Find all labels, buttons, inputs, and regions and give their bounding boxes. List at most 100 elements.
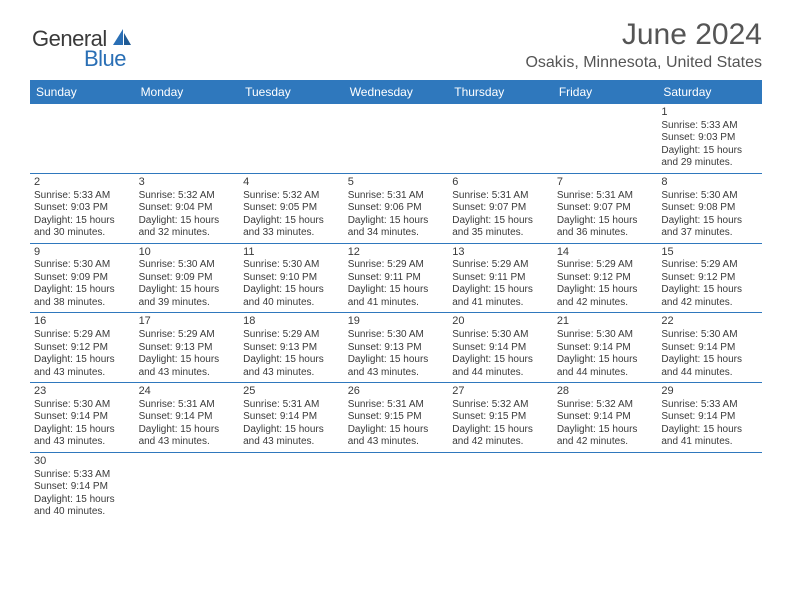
day-info-line: Daylight: 15 hours [139, 284, 236, 297]
calendar-cell: 29Sunrise: 5:33 AMSunset: 9:14 PMDayligh… [657, 383, 762, 453]
day-info-line: Daylight: 15 hours [34, 284, 131, 297]
day-number: 30 [34, 455, 131, 469]
day-info-line: Sunrise: 5:30 AM [243, 259, 340, 272]
day-info-line: Sunset: 9:10 PM [243, 272, 340, 285]
calendar-cell-empty [657, 452, 762, 521]
day-number: 12 [348, 246, 445, 260]
day-info-line: and 38 minutes. [34, 297, 131, 310]
day-info-line: and 32 minutes. [139, 227, 236, 240]
logo-text-blue: Blue [84, 46, 126, 71]
day-info-line: Sunrise: 5:30 AM [557, 329, 654, 342]
day-info-line: and 36 minutes. [557, 227, 654, 240]
day-info-line: Sunset: 9:14 PM [139, 411, 236, 424]
dayhead-tue: Tuesday [239, 80, 344, 104]
day-number: 9 [34, 246, 131, 260]
day-info-line: Sunset: 9:09 PM [34, 272, 131, 285]
calendar-cell-empty [135, 452, 240, 521]
month-title: June 2024 [525, 18, 762, 52]
calendar-cell: 10Sunrise: 5:30 AMSunset: 9:09 PMDayligh… [135, 243, 240, 313]
day-number: 11 [243, 246, 340, 260]
day-info-line: Daylight: 15 hours [557, 284, 654, 297]
calendar-cell-empty [553, 104, 658, 173]
day-info-line: Sunrise: 5:33 AM [661, 399, 758, 412]
day-info-line: Daylight: 15 hours [452, 354, 549, 367]
day-info-line: Sunset: 9:14 PM [661, 411, 758, 424]
day-info-line: Sunrise: 5:32 AM [243, 190, 340, 203]
calendar-table: Sunday Monday Tuesday Wednesday Thursday… [30, 80, 762, 522]
calendar-cell: 15Sunrise: 5:29 AMSunset: 9:12 PMDayligh… [657, 243, 762, 313]
day-info-line: Sunset: 9:06 PM [348, 202, 445, 215]
day-info-line: Sunrise: 5:30 AM [661, 190, 758, 203]
day-info-line: Sunrise: 5:29 AM [348, 259, 445, 272]
day-info-line: and 39 minutes. [139, 297, 236, 310]
day-info-line: Sunset: 9:07 PM [557, 202, 654, 215]
calendar-cell: 25Sunrise: 5:31 AMSunset: 9:14 PMDayligh… [239, 383, 344, 453]
calendar-cell: 9Sunrise: 5:30 AMSunset: 9:09 PMDaylight… [30, 243, 135, 313]
calendar-row: 30Sunrise: 5:33 AMSunset: 9:14 PMDayligh… [30, 452, 762, 521]
day-info-line: Sunrise: 5:29 AM [661, 259, 758, 272]
day-info-line: Sunset: 9:09 PM [139, 272, 236, 285]
day-info-line: Sunrise: 5:30 AM [139, 259, 236, 272]
day-info-line: Sunrise: 5:31 AM [139, 399, 236, 412]
day-number: 1 [661, 106, 758, 120]
day-info-line: and 44 minutes. [557, 367, 654, 380]
day-info-line: Daylight: 15 hours [34, 494, 131, 507]
day-info-line: Sunset: 9:14 PM [34, 481, 131, 494]
day-info-line: Sunset: 9:03 PM [34, 202, 131, 215]
day-info-line: and 29 minutes. [661, 157, 758, 170]
calendar-body: 1Sunrise: 5:33 AMSunset: 9:03 PMDaylight… [30, 104, 762, 522]
day-number: 22 [661, 315, 758, 329]
day-number: 28 [557, 385, 654, 399]
day-number: 13 [452, 246, 549, 260]
day-info-line: Sunset: 9:15 PM [452, 411, 549, 424]
day-info-line: Daylight: 15 hours [661, 145, 758, 158]
day-info-line: Sunset: 9:12 PM [557, 272, 654, 285]
day-info-line: Sunset: 9:14 PM [661, 342, 758, 355]
calendar-cell: 21Sunrise: 5:30 AMSunset: 9:14 PMDayligh… [553, 313, 658, 383]
day-info-line: Daylight: 15 hours [243, 354, 340, 367]
day-number: 29 [661, 385, 758, 399]
day-info-line: Sunrise: 5:29 AM [452, 259, 549, 272]
day-info-line: Daylight: 15 hours [452, 284, 549, 297]
day-info-line: Sunset: 9:12 PM [661, 272, 758, 285]
day-info-line: Daylight: 15 hours [661, 284, 758, 297]
day-info-line: Sunset: 9:14 PM [557, 411, 654, 424]
day-info-line: and 37 minutes. [661, 227, 758, 240]
day-number: 24 [139, 385, 236, 399]
day-number: 8 [661, 176, 758, 190]
day-info-line: Sunrise: 5:31 AM [243, 399, 340, 412]
day-info-line: Sunrise: 5:32 AM [452, 399, 549, 412]
calendar-cell: 22Sunrise: 5:30 AMSunset: 9:14 PMDayligh… [657, 313, 762, 383]
day-info-line: Daylight: 15 hours [139, 354, 236, 367]
calendar-cell: 26Sunrise: 5:31 AMSunset: 9:15 PMDayligh… [344, 383, 449, 453]
logo-subtext-wrap: Blue [84, 46, 126, 72]
dayhead-sun: Sunday [30, 80, 135, 104]
day-info-line: Daylight: 15 hours [34, 424, 131, 437]
day-info-line: Daylight: 15 hours [34, 215, 131, 228]
day-number: 10 [139, 246, 236, 260]
day-info-line: Sunset: 9:14 PM [452, 342, 549, 355]
day-info-line: Sunrise: 5:31 AM [348, 190, 445, 203]
day-info-line: and 43 minutes. [34, 436, 131, 449]
calendar-row: 16Sunrise: 5:29 AMSunset: 9:12 PMDayligh… [30, 313, 762, 383]
day-info-line: Sunset: 9:03 PM [661, 132, 758, 145]
day-info-line: Sunset: 9:08 PM [661, 202, 758, 215]
day-info-line: Sunrise: 5:33 AM [34, 469, 131, 482]
day-number: 23 [34, 385, 131, 399]
day-info-line: Daylight: 15 hours [348, 354, 445, 367]
day-info-line: Daylight: 15 hours [348, 424, 445, 437]
day-info-line: Sunrise: 5:29 AM [557, 259, 654, 272]
calendar-cell-empty [30, 104, 135, 173]
day-info-line: and 43 minutes. [348, 367, 445, 380]
day-info-line: and 41 minutes. [661, 436, 758, 449]
day-info-line: Sunrise: 5:30 AM [34, 399, 131, 412]
calendar-cell: 24Sunrise: 5:31 AMSunset: 9:14 PMDayligh… [135, 383, 240, 453]
calendar-row: 2Sunrise: 5:33 AMSunset: 9:03 PMDaylight… [30, 173, 762, 243]
calendar-cell-empty [553, 452, 658, 521]
day-info-line: Sunset: 9:04 PM [139, 202, 236, 215]
day-info-line: Daylight: 15 hours [661, 354, 758, 367]
day-info-line: Sunset: 9:14 PM [34, 411, 131, 424]
day-info-line: and 40 minutes. [34, 506, 131, 519]
day-info-line: and 42 minutes. [452, 436, 549, 449]
day-info-line: Daylight: 15 hours [243, 215, 340, 228]
